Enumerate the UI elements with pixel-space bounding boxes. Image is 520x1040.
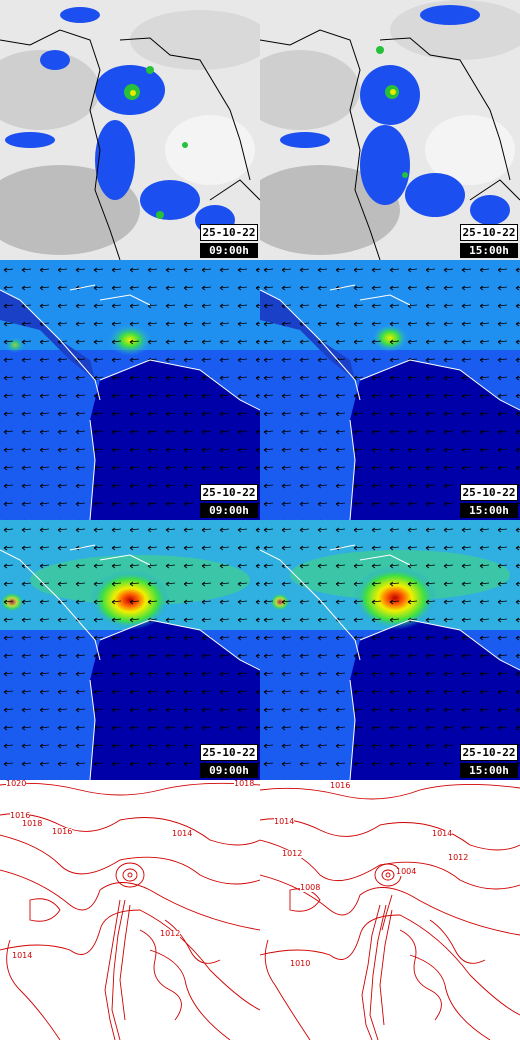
wind-map-high-0900: 25-10-22 09:00h (0, 520, 260, 780)
isobar-label: 1010 (290, 959, 311, 968)
isobar-label: 1016 (10, 811, 31, 820)
time-label: 15:00h (460, 763, 518, 778)
isobar-label: 1014 (172, 829, 193, 838)
isobar-map-right: 1016 1014 1012 1014 1012 1008 1004 1010 (260, 780, 520, 1040)
satellite-precip-image (260, 0, 520, 260)
date-label: 25-10-22 (200, 484, 258, 501)
time-label: 09:00h (200, 243, 258, 258)
isobar-label: 1012 (160, 929, 181, 938)
wind-field-image (0, 520, 260, 780)
date-label: 25-10-22 (200, 224, 258, 241)
isobar-label: 1014 (12, 951, 33, 960)
isobar-label: 1014 (432, 829, 453, 838)
time-label: 15:00h (460, 243, 518, 258)
wind-field-image (0, 260, 260, 520)
satellite-precip-map-0900: 25-10-22 09:00h (0, 0, 260, 260)
isobar-lines (260, 780, 520, 1040)
time-label: 09:00h (200, 763, 258, 778)
isobar-label: 1012 (282, 849, 303, 858)
isobar-label: 1014 (274, 817, 295, 826)
isobar-label: 1020 (6, 780, 27, 788)
isobar-label: 1018 (234, 780, 255, 788)
isobar-label: 1004 (396, 867, 417, 876)
isobar-label: 1008 (300, 883, 321, 892)
wind-field-image (260, 520, 520, 780)
wind-map-high-1500: 25-10-22 15:00h (260, 520, 520, 780)
time-label: 09:00h (200, 503, 258, 518)
date-label: 25-10-22 (200, 744, 258, 761)
wind-map-low-0900: 25-10-22 09:00h (0, 260, 260, 520)
time-label: 15:00h (460, 503, 518, 518)
satellite-precip-image (0, 0, 260, 260)
isobar-label: 1012 (448, 853, 469, 862)
isobar-label: 1016 (52, 827, 73, 836)
date-label: 25-10-22 (460, 484, 518, 501)
date-label: 25-10-22 (460, 224, 518, 241)
isobar-label: 1016 (330, 781, 351, 790)
date-label: 25-10-22 (460, 744, 518, 761)
isobar-lines (0, 780, 260, 1040)
satellite-precip-map-1500: 25-10-22 15:00h (260, 0, 520, 260)
wind-field-image (260, 260, 520, 520)
isobar-label: 1018 (22, 819, 43, 828)
isobar-map-left: 1020 1016 1018 1016 1014 1012 1014 1018 (0, 780, 260, 1040)
wind-map-low-1500: 25-10-22 15:00h (260, 260, 520, 520)
